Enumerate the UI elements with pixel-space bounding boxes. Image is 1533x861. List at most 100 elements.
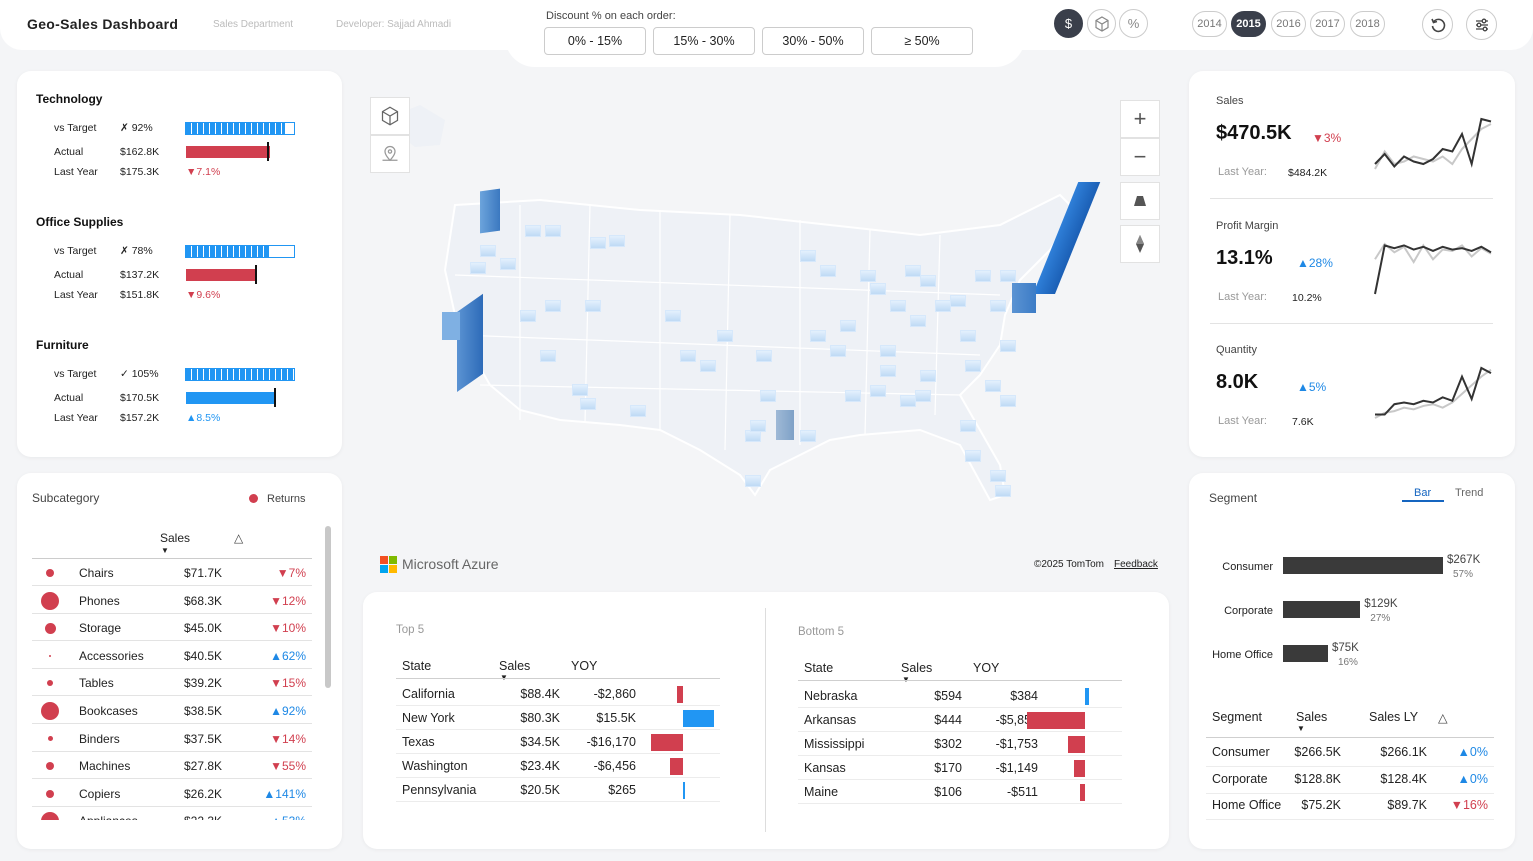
map-3d-toggle[interactable]	[370, 97, 410, 135]
map-small-column[interactable]	[960, 420, 976, 432]
segment-col-sales[interactable]: Sales	[1296, 710, 1328, 724]
map-small-column[interactable]	[890, 300, 906, 312]
bottom5-col-yoy[interactable]: YOY	[973, 661, 1000, 675]
column-washington[interactable]	[480, 188, 500, 234]
segment-bar[interactable]	[1283, 645, 1328, 662]
map-location-button[interactable]	[370, 135, 410, 173]
segment-col-name[interactable]: Segment	[1212, 710, 1263, 724]
map-small-column[interactable]	[870, 283, 886, 295]
top5-col-state[interactable]: State	[402, 659, 432, 673]
map-small-column[interactable]	[1000, 395, 1016, 407]
table-row[interactable]: Phones $68.3K ▼12%	[32, 587, 312, 614]
map-small-column[interactable]	[830, 345, 846, 357]
map-small-column[interactable]	[965, 450, 981, 462]
map-small-column[interactable]	[590, 237, 606, 249]
map-small-column[interactable]	[975, 270, 991, 282]
map-small-column[interactable]	[520, 310, 536, 322]
map-small-column[interactable]	[800, 250, 816, 262]
table-row[interactable]: Home Office $75.2K $89.7K ▼16%	[1206, 794, 1494, 820]
discount-button-30-50[interactable]: 30% - 50%	[762, 27, 864, 55]
tab-trend[interactable]: Trend	[1455, 487, 1484, 499]
map-small-column[interactable]	[920, 370, 936, 382]
dollar-metric-button[interactable]: $	[1054, 9, 1083, 38]
map-small-column[interactable]	[870, 385, 886, 397]
segment-bar[interactable]	[1283, 601, 1361, 618]
map-small-column[interactable]	[965, 360, 981, 372]
reset-button[interactable]	[1422, 9, 1453, 40]
year-button-2018[interactable]: 2018	[1350, 11, 1385, 37]
segment-col-delta[interactable]: △	[1438, 711, 1448, 725]
year-button-2017[interactable]: 2017	[1310, 11, 1345, 37]
table-row[interactable]: Tables $39.2K ▼15%	[32, 669, 312, 697]
table-row[interactable]: Maine $106 -$511	[798, 781, 1122, 804]
map-small-column[interactable]	[950, 295, 966, 307]
table-row[interactable]: California $88.4K -$2,860	[396, 683, 720, 706]
year-button-2014[interactable]: 2014	[1192, 11, 1227, 37]
table-row[interactable]: Pennsylvania $20.5K $265	[396, 779, 720, 802]
map-small-column[interactable]	[820, 265, 836, 277]
map-feedback-link[interactable]: Feedback	[1114, 559, 1158, 570]
map-small-column[interactable]	[935, 300, 951, 312]
table-row[interactable]: Bookcases $38.5K ▲92%	[32, 697, 312, 724]
discount-button-15-30[interactable]: 15% - 30%	[653, 27, 755, 55]
year-button-2015[interactable]: 2015	[1231, 11, 1266, 37]
map-small-column[interactable]	[840, 320, 856, 332]
map-small-column[interactable]	[630, 405, 646, 417]
percent-metric-button[interactable]: %	[1119, 9, 1148, 38]
zoom-in-button[interactable]: +	[1120, 100, 1160, 138]
map-small-column[interactable]	[915, 390, 931, 402]
map-small-column[interactable]	[1000, 270, 1016, 282]
segment-col-sales-ly[interactable]: Sales LY	[1369, 710, 1419, 724]
discount-button-0-15[interactable]: 0% - 15%	[544, 27, 646, 55]
column-texas[interactable]	[776, 410, 794, 440]
map-small-column[interactable]	[609, 235, 625, 247]
map-small-column[interactable]	[920, 275, 936, 287]
table-row[interactable]: Binders $37.5K ▼14%	[32, 725, 312, 752]
map-small-column[interactable]	[745, 475, 761, 487]
discount-button-50-plus[interactable]: ≥ 50%	[871, 27, 973, 55]
map-small-column[interactable]	[500, 258, 516, 270]
map-small-column[interactable]	[960, 330, 976, 342]
tab-bar[interactable]: Bar	[1414, 487, 1432, 499]
compass-button[interactable]	[1120, 225, 1160, 263]
map-small-column[interactable]	[810, 330, 826, 342]
table-row[interactable]: Accessories $40.5K ▲62%	[32, 642, 312, 669]
table-row[interactable]: Copiers $26.2K ▲141%	[32, 780, 312, 807]
map-small-column[interactable]	[985, 380, 1001, 392]
zoom-out-button[interactable]: −	[1120, 138, 1160, 176]
map-small-column[interactable]	[860, 270, 876, 282]
map-small-column[interactable]	[990, 300, 1006, 312]
map-small-column[interactable]	[665, 310, 681, 322]
table-row[interactable]: Mississippi $302 -$1,753	[798, 733, 1122, 756]
segment-bar[interactable]	[1283, 557, 1443, 574]
map-small-column[interactable]	[880, 345, 896, 357]
table-row[interactable]: Storage $45.0K ▼10%	[32, 614, 312, 642]
table-row[interactable]: Kansas $170 -$1,149	[798, 757, 1122, 780]
top5-col-sales[interactable]: Sales	[499, 659, 531, 673]
year-button-2016[interactable]: 2016	[1271, 11, 1306, 37]
map-small-column[interactable]	[910, 315, 926, 327]
map-pitch-button[interactable]	[1120, 182, 1160, 220]
table-row[interactable]: Appliances $22.3K ▲53%	[32, 807, 312, 820]
map-small-column[interactable]	[1000, 340, 1016, 352]
bottom5-col-state[interactable]: State	[804, 661, 834, 675]
table-row[interactable]: Consumer $266.5K $266.1K ▲0%	[1206, 741, 1494, 767]
map-small-column[interactable]	[750, 420, 766, 432]
map-small-column[interactable]	[990, 470, 1006, 482]
map-small-column[interactable]	[845, 390, 861, 402]
table-row[interactable]: Corporate $128.8K $128.4K ▲0%	[1206, 768, 1494, 794]
map-small-column[interactable]	[580, 398, 596, 410]
map-small-column[interactable]	[700, 360, 716, 372]
table-row[interactable]: Texas $34.5K -$16,170	[396, 731, 720, 754]
map-small-column[interactable]	[905, 265, 921, 277]
map-small-column[interactable]	[540, 350, 556, 362]
map-small-column[interactable]	[545, 300, 561, 312]
column-pennsylvania[interactable]	[1012, 283, 1036, 313]
map-small-column[interactable]	[717, 330, 733, 342]
top5-col-yoy[interactable]: YOY	[571, 659, 598, 673]
map-small-column[interactable]	[900, 395, 916, 407]
map-small-column[interactable]	[680, 350, 696, 362]
map-small-column[interactable]	[470, 262, 486, 274]
map-small-column[interactable]	[585, 300, 601, 312]
table-row[interactable]: Nebraska $594 $384	[798, 685, 1122, 708]
